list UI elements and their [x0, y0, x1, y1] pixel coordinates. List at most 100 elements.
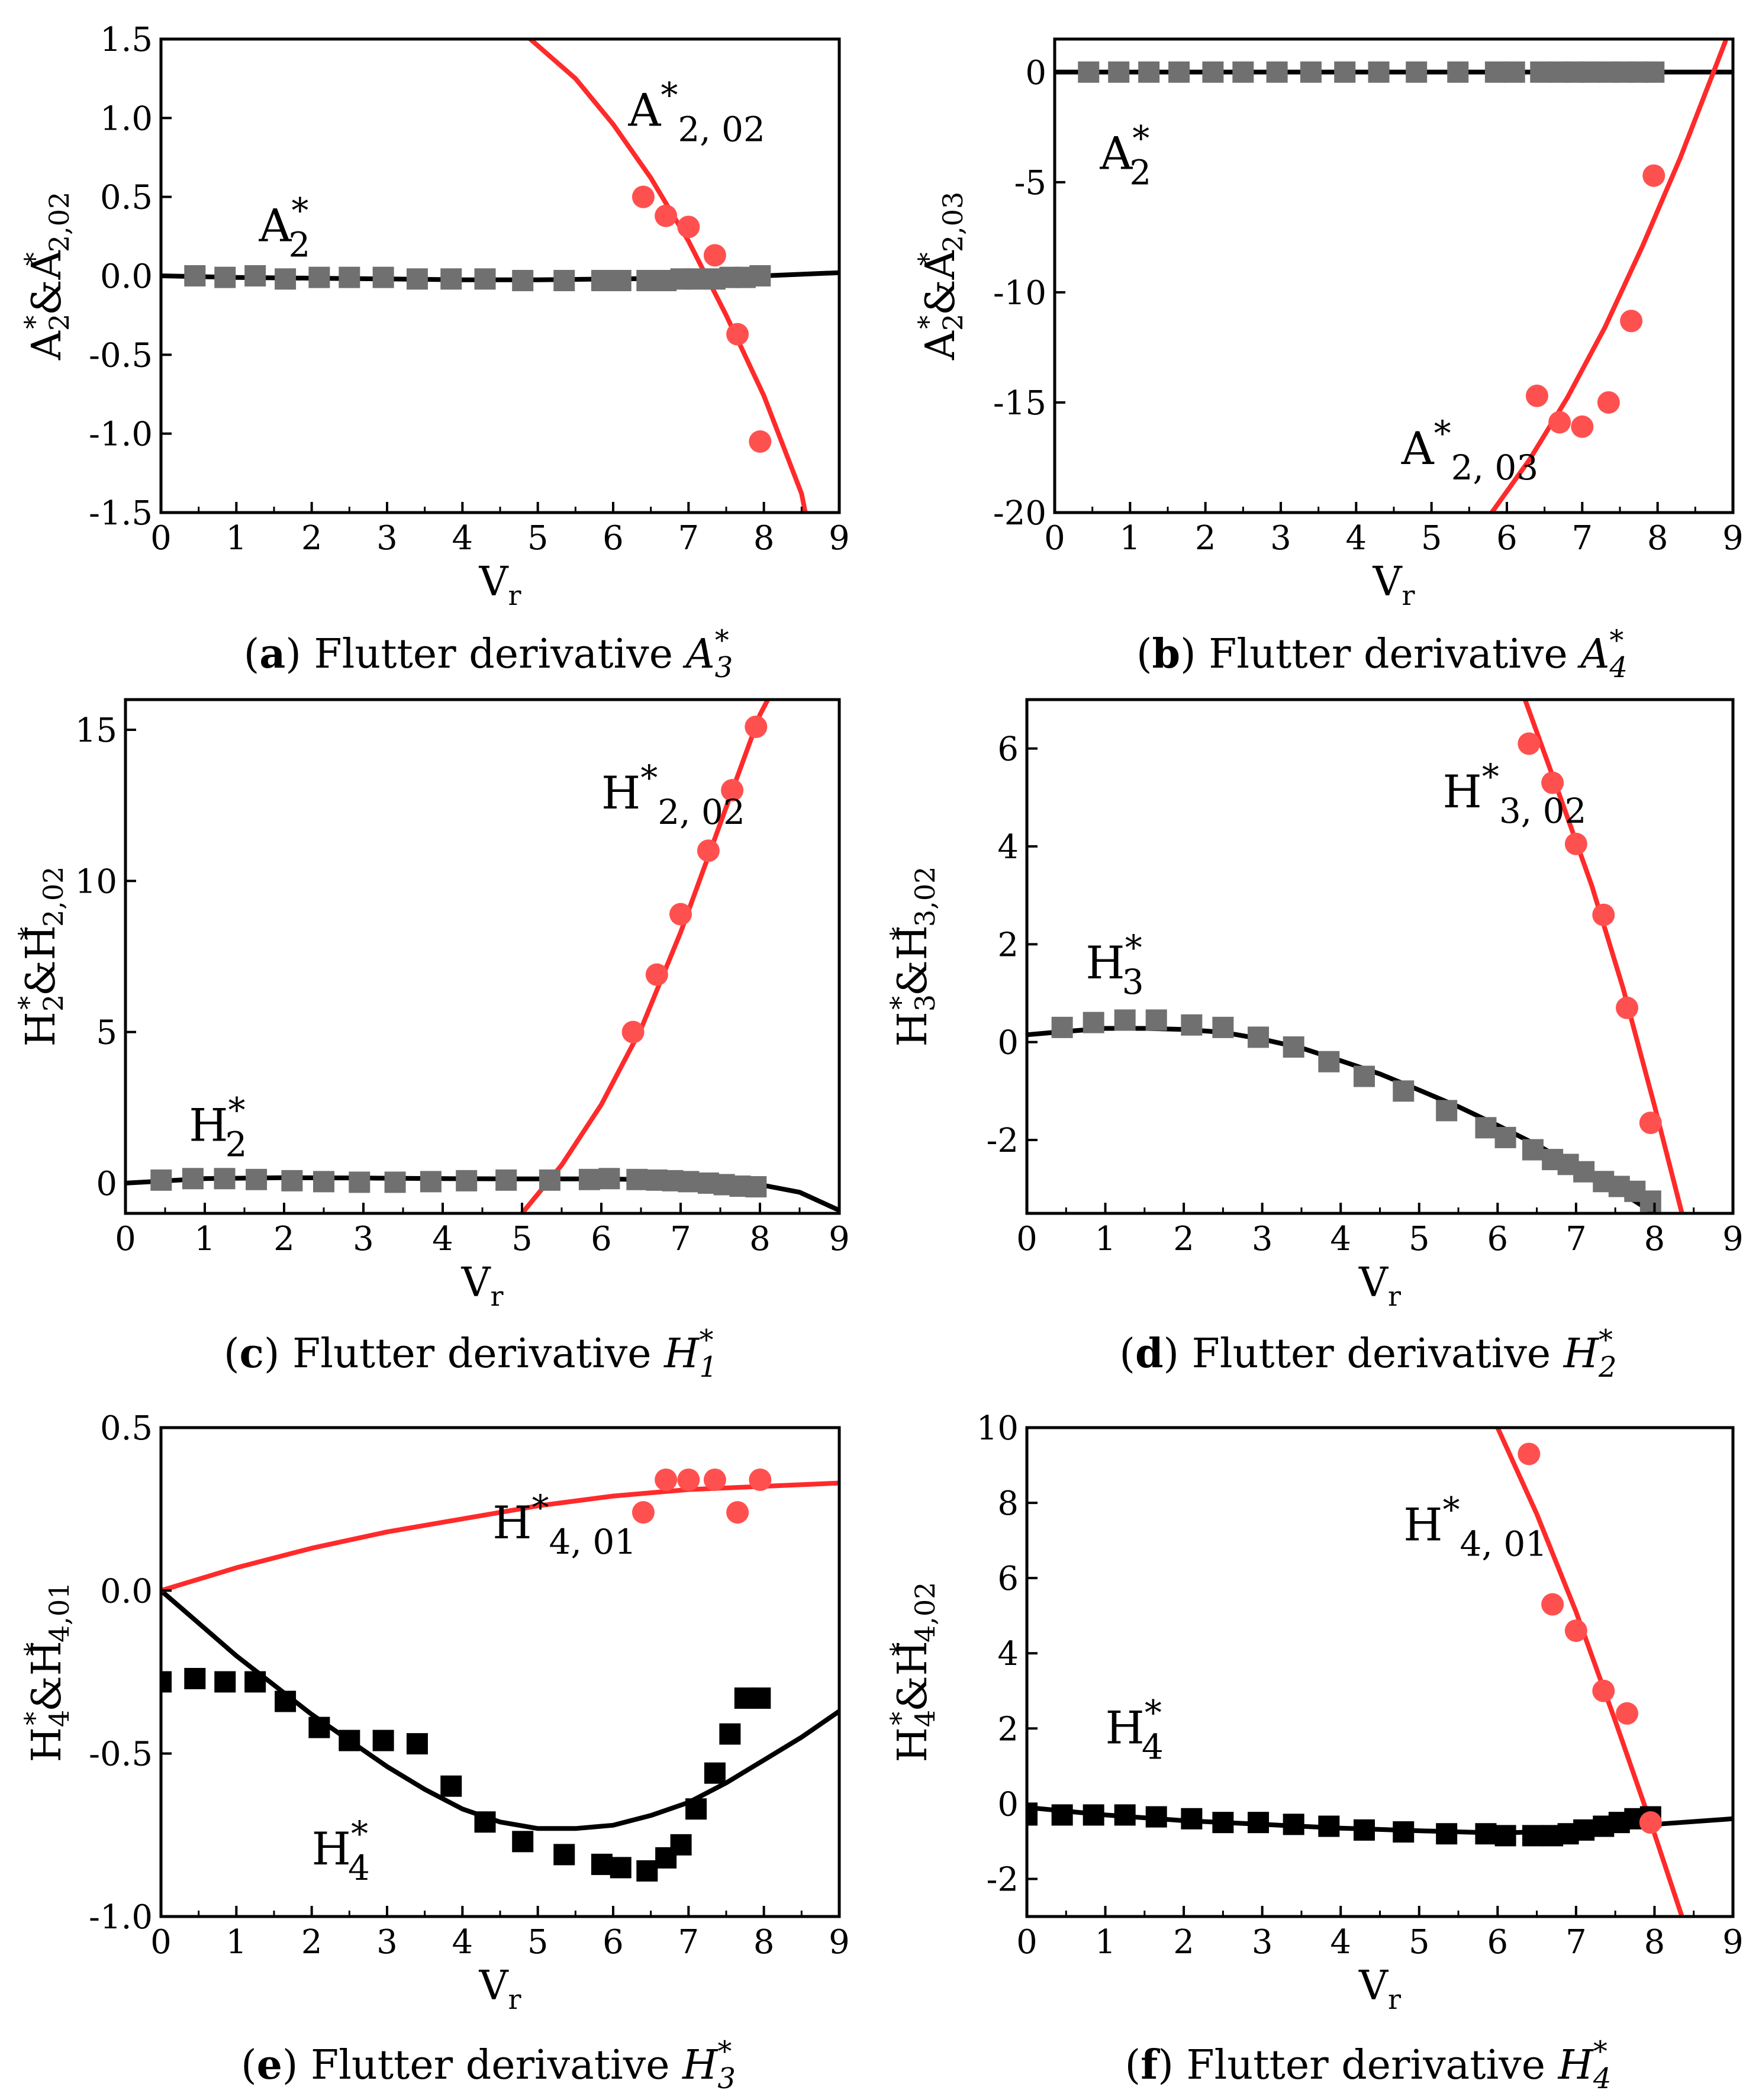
- x-axis-label: Vr: [478, 559, 521, 611]
- y-tick-label: 1.0: [100, 99, 153, 138]
- data-point-circle: [703, 1468, 726, 1492]
- data-point-square: [1266, 61, 1288, 83]
- series-h3_points: [1051, 1009, 1661, 1212]
- data-point-circle: [1525, 384, 1548, 407]
- data-point-circle: [677, 215, 700, 239]
- data-point-square: [1212, 1812, 1234, 1834]
- annotation-h4: H* 4: [1106, 1693, 1164, 1767]
- panel-e: 0 1 2 3 4 5 6 7 8 9 -1.0 -0.5 0.0 0.5 Vr H4*&H*4,01 H* 4 H…: [18, 1409, 850, 2095]
- data-point-square: [685, 1798, 707, 1820]
- data-point-circle: [1639, 1811, 1662, 1834]
- data-point-circle: [703, 244, 726, 267]
- series-h4_points: [1027, 1804, 1661, 1847]
- data-point-square: [1475, 1823, 1497, 1845]
- series-line-a203_fit_upper: [1489, 39, 1728, 513]
- y-tick-label: 10: [75, 862, 117, 901]
- x-tick-label: 3: [1270, 519, 1291, 558]
- data-point-square: [308, 1716, 330, 1738]
- x-tick-label: 4: [1330, 1923, 1351, 1961]
- data-point-square: [313, 1171, 334, 1193]
- data-point-square: [1353, 1819, 1375, 1841]
- series-a203_points: [1525, 164, 1665, 438]
- y-axis-label: H4*&H*4,01: [18, 1582, 75, 1763]
- data-point-circle: [1592, 1679, 1615, 1702]
- data-point-circle: [1616, 996, 1639, 1019]
- x-tick-label: 4: [1346, 519, 1367, 558]
- data-point-circle: [1642, 164, 1665, 187]
- data-point-square: [1212, 1016, 1234, 1038]
- y-tick-label: 0.5: [100, 179, 153, 217]
- data-point-square: [1083, 1012, 1104, 1033]
- x-tick-label: 1: [194, 1220, 215, 1258]
- data-point-square: [591, 1853, 613, 1875]
- panel-caption: (e) Flutter derivative H* 3: [241, 2035, 736, 2095]
- data-point-square: [1181, 1808, 1203, 1830]
- data-point-square: [1248, 1812, 1270, 1834]
- x-tick-label: 5: [1409, 1923, 1430, 1961]
- data-point-square: [1114, 1009, 1136, 1031]
- y-tick-label: -20: [993, 494, 1046, 533]
- data-point-square: [1083, 1804, 1104, 1826]
- panel-caption: (d) Flutter derivative H* 2: [1119, 1323, 1616, 1384]
- y-tick-label: 0.0: [100, 1572, 153, 1611]
- y-axis-label: A2*&A*2,03: [912, 192, 969, 360]
- panel-caption: (b) Flutter derivative A* 4: [1136, 624, 1628, 684]
- y-tick-label: 0: [997, 1024, 1019, 1062]
- data-point-circle: [1639, 1112, 1662, 1135]
- data-point-square: [1051, 1016, 1073, 1038]
- series-line-h4_fit: [161, 1588, 839, 1831]
- x-tick-label: 9: [1722, 1923, 1744, 1961]
- x-axis-label: Vr: [1358, 1963, 1401, 2015]
- x-tick-label: 9: [829, 1923, 850, 1961]
- data-point-square: [184, 265, 206, 286]
- data-point-square: [1353, 1065, 1375, 1087]
- data-point-square: [1406, 61, 1428, 83]
- y-tick-label: 0.5: [100, 1409, 153, 1448]
- y-tick-label: 0: [997, 1785, 1019, 1824]
- x-tick-label: 5: [527, 1923, 549, 1961]
- x-tick-label: 7: [678, 519, 700, 558]
- y-tick-label: 6: [997, 1560, 1019, 1598]
- x-tick-label: 8: [1644, 1220, 1665, 1258]
- data-point-square: [1447, 61, 1469, 83]
- annotation-a202: A*2, 02: [627, 75, 765, 150]
- data-point-square: [1027, 1804, 1038, 1826]
- data-point-circle: [677, 1468, 700, 1492]
- data-point-circle: [632, 185, 655, 208]
- x-tick-label: 3: [1252, 1923, 1273, 1961]
- annotation-h2: H* 2: [189, 1090, 247, 1164]
- x-tick-label: 7: [678, 1923, 700, 1961]
- data-point-square: [610, 270, 632, 291]
- x-tick-label: 2: [1195, 519, 1216, 558]
- data-point-circle: [632, 1501, 655, 1524]
- y-tick-label: 6: [997, 730, 1019, 769]
- data-point-square: [1283, 1814, 1304, 1835]
- data-point-circle: [1541, 1593, 1564, 1616]
- data-point-circle: [1616, 1702, 1639, 1725]
- data-point-square: [553, 1844, 575, 1866]
- data-point-square: [636, 1860, 658, 1882]
- data-point-square: [1393, 1080, 1415, 1102]
- data-point-circle: [621, 1020, 645, 1043]
- x-tick-label: 2: [273, 1220, 295, 1258]
- data-point-square: [406, 1733, 428, 1755]
- x-tick-label: 2: [1173, 1220, 1194, 1258]
- y-tick-label: 10: [977, 1409, 1019, 1448]
- data-point-square: [214, 1671, 236, 1693]
- y-tick-label: -1.0: [89, 416, 153, 454]
- data-point-square: [440, 268, 462, 290]
- panel-a: 0 1 2 3 4 5 6 7 8 9 -1.5 -1.0 -0.5 0.0 0.5 1.0 1.5 Vr A2*&…: [18, 21, 850, 684]
- y-tick-label: 15: [75, 711, 117, 750]
- data-point-square: [1181, 1014, 1203, 1036]
- data-point-circle: [655, 1468, 678, 1492]
- data-point-square: [406, 268, 428, 290]
- y-tick-label: 2: [997, 926, 1019, 964]
- data-point-square: [1393, 1821, 1415, 1843]
- x-tick-label: 1: [1120, 519, 1141, 558]
- series-line-a202_fit: [527, 39, 808, 513]
- y-tick-label: -5: [1014, 164, 1046, 202]
- x-tick-label: 8: [1644, 1923, 1665, 1961]
- x-tick-label: 0: [1016, 1923, 1038, 1961]
- data-point-square: [1579, 61, 1601, 83]
- x-tick-label: 3: [376, 519, 398, 558]
